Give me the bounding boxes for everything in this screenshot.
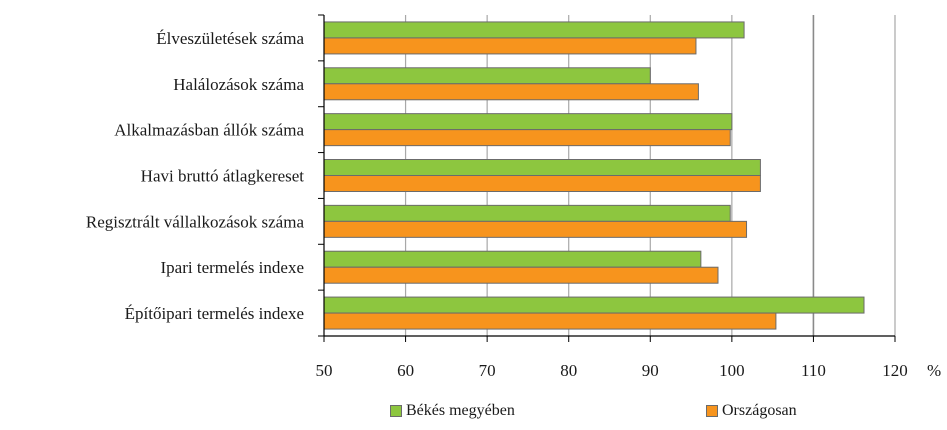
category-label: Regisztrált vállalkozások száma: [86, 212, 305, 231]
x-tick-label: 120: [882, 361, 908, 380]
bar-bekes: [323, 250, 702, 268]
legend-item-bekes: Békés megyében: [390, 402, 515, 420]
x-tick-label: 60: [397, 361, 414, 380]
bars: [323, 21, 865, 330]
tick-labels: % 50 60 70 80 90 100 110 120: [316, 361, 942, 380]
category-labels: Élveszületések száma Halálozások száma Alk…: [86, 29, 305, 323]
bar-bekes: [323, 67, 651, 85]
x-tick-label: 80: [560, 361, 577, 380]
bar-bekes: [323, 204, 731, 222]
bar-bekes: [323, 21, 745, 39]
legend-swatch-orszagosan: [706, 405, 718, 417]
x-tick-label: 50: [316, 361, 333, 380]
axes: [318, 14, 896, 342]
x-unit-label: %: [927, 361, 941, 380]
bar-orszagosan: [323, 312, 777, 330]
x-tick-label: 90: [642, 361, 659, 380]
x-tick-label: 100: [719, 361, 745, 380]
category-label: Ipari termelés indexe: [161, 258, 305, 277]
category-label: Élveszületések száma: [156, 29, 304, 48]
category-label: Alkalmazásban állók száma: [114, 121, 304, 140]
bar-orszagosan: [323, 129, 731, 147]
legend-item-orszagosan: Országosan: [706, 402, 797, 420]
bar-bekes: [323, 296, 865, 314]
bar-orszagosan: [323, 220, 748, 238]
bar-orszagosan: [323, 83, 699, 101]
bar-orszagosan: [323, 37, 697, 55]
category-label: Halálozások száma: [173, 75, 304, 94]
legend-label-orszagosan: Országosan: [722, 402, 797, 419]
category-label: Havi bruttó átlagkereset: [141, 167, 305, 186]
legend-label-bekes: Békés megyében: [406, 402, 515, 419]
legend-swatch-bekes: [390, 405, 402, 417]
category-label: Építőipari termelés indexe: [125, 304, 304, 323]
legend: Békés megyében Országosan: [0, 402, 947, 426]
bar-orszagosan: [323, 175, 761, 192]
bar-bekes: [323, 113, 733, 131]
x-tick-label: 70: [479, 361, 496, 380]
bar-orszagosan: [323, 266, 719, 284]
x-tick-label: 110: [801, 361, 826, 380]
bar-bekes: [323, 159, 761, 176]
